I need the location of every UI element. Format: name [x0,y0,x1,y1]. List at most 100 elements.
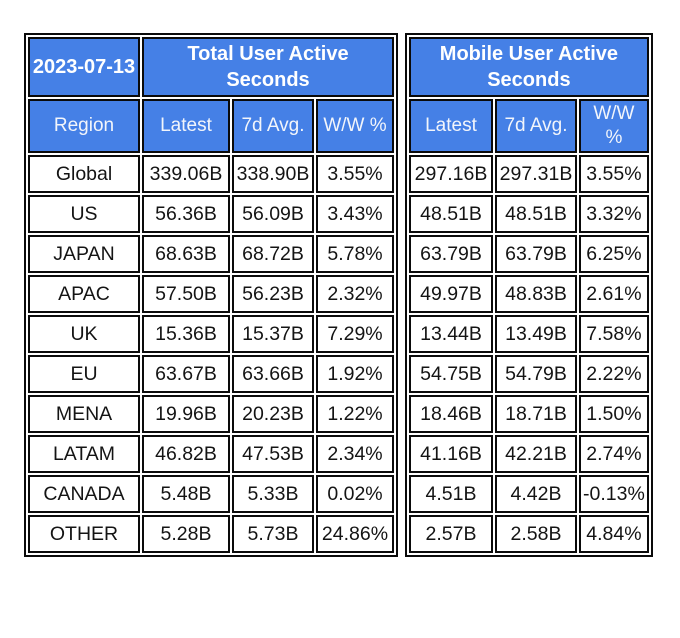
value-cell: 56.36B [142,195,230,233]
value-cell: 15.36B [142,315,230,353]
report-date: 2023-07-13 [28,37,140,97]
table-row: 297.16B 297.31B 3.55% [409,155,649,193]
value-cell: 46.82B [142,435,230,473]
value-cell: 1.50% [579,395,649,433]
table-row: EU 63.67B 63.66B 1.92% [28,355,394,393]
total-ww-header: W/W % [316,99,394,153]
value-cell: 5.28B [142,515,230,553]
value-cell: 47.53B [232,435,314,473]
value-cell: 5.48B [142,475,230,513]
table-row: MENA 19.96B 20.23B 1.22% [28,395,394,433]
group-header-total: Total User Active Seconds [142,37,394,97]
table-row: Global 339.06B 338.90B 3.55% [28,155,394,193]
total-latest-header: Latest [142,99,230,153]
region-column-header: Region [28,99,140,153]
value-cell: 68.63B [142,235,230,273]
region-cell: LATAM [28,435,140,473]
table-row: LATAM 46.82B 47.53B 2.34% [28,435,394,473]
value-cell: 4.51B [409,475,493,513]
value-cell: 2.32% [316,275,394,313]
table-row: CANADA 5.48B 5.33B 0.02% [28,475,394,513]
table-row: 18.46B 18.71B 1.50% [409,395,649,433]
table-row: OTHER 5.28B 5.73B 24.86% [28,515,394,553]
total-7d-avg-header: 7d Avg. [232,99,314,153]
table-row: 63.79B 63.79B 6.25% [409,235,649,273]
region-cell: MENA [28,395,140,433]
value-cell: 0.02% [316,475,394,513]
value-cell: 54.79B [495,355,577,393]
table-row: 48.51B 48.51B 3.32% [409,195,649,233]
value-cell: 42.21B [495,435,577,473]
value-cell: 63.67B [142,355,230,393]
value-cell: 4.42B [495,475,577,513]
region-cell: Global [28,155,140,193]
mobile-active-seconds-table: Mobile User Active Seconds Latest 7d Avg… [405,33,653,557]
value-cell: 18.46B [409,395,493,433]
column-header-row: Latest 7d Avg. W/W % [409,99,649,153]
table-row: 4.51B 4.42B -0.13% [409,475,649,513]
value-cell: 5.73B [232,515,314,553]
value-cell: 7.29% [316,315,394,353]
value-cell: 7.58% [579,315,649,353]
table-row: US 56.36B 56.09B 3.43% [28,195,394,233]
value-cell: 5.33B [232,475,314,513]
value-cell: 56.09B [232,195,314,233]
region-cell: JAPAN [28,235,140,273]
value-cell: 54.75B [409,355,493,393]
mobile-7d-avg-header: 7d Avg. [495,99,577,153]
value-cell: 3.55% [316,155,394,193]
group-header-row: Mobile User Active Seconds [409,37,649,97]
region-cell: EU [28,355,140,393]
table-row: 54.75B 54.79B 2.22% [409,355,649,393]
value-cell: 2.57B [409,515,493,553]
value-cell: 13.49B [495,315,577,353]
value-cell: 2.74% [579,435,649,473]
group-header-mobile: Mobile User Active Seconds [409,37,649,97]
region-cell: UK [28,315,140,353]
region-cell: APAC [28,275,140,313]
table-row: UK 15.36B 15.37B 7.29% [28,315,394,353]
table-row: 49.97B 48.83B 2.61% [409,275,649,313]
value-cell: 63.79B [409,235,493,273]
value-cell: 5.78% [316,235,394,273]
mobile-latest-header: Latest [409,99,493,153]
value-cell: 48.51B [495,195,577,233]
value-cell: 6.25% [579,235,649,273]
group-header-row: 2023-07-13 Total User Active Seconds [28,37,394,97]
table-row: APAC 57.50B 56.23B 2.32% [28,275,394,313]
column-header-row: Region Latest 7d Avg. W/W % [28,99,394,153]
value-cell: 2.61% [579,275,649,313]
value-cell: 339.06B [142,155,230,193]
value-cell: 24.86% [316,515,394,553]
value-cell: 57.50B [142,275,230,313]
region-cell: CANADA [28,475,140,513]
value-cell: 338.90B [232,155,314,193]
total-active-seconds-table: 2023-07-13 Total User Active Seconds Reg… [24,33,398,557]
table-row: 41.16B 42.21B 2.74% [409,435,649,473]
value-cell: 49.97B [409,275,493,313]
value-cell: 15.37B [232,315,314,353]
value-cell: 2.58B [495,515,577,553]
value-cell: 3.43% [316,195,394,233]
mobile-ww-header: W/W % [579,99,649,153]
table-row: 13.44B 13.49B 7.58% [409,315,649,353]
value-cell: 3.32% [579,195,649,233]
value-cell: 1.92% [316,355,394,393]
value-cell: 19.96B [142,395,230,433]
value-cell: 297.31B [495,155,577,193]
value-cell: 41.16B [409,435,493,473]
value-cell: 63.66B [232,355,314,393]
value-cell: 63.79B [495,235,577,273]
value-cell: 68.72B [232,235,314,273]
value-cell: 2.34% [316,435,394,473]
value-cell: 48.51B [409,195,493,233]
value-cell: 3.55% [579,155,649,193]
value-cell: 20.23B [232,395,314,433]
value-cell: 48.83B [495,275,577,313]
value-cell: 297.16B [409,155,493,193]
value-cell: 18.71B [495,395,577,433]
table-row: 2.57B 2.58B 4.84% [409,515,649,553]
value-cell: -0.13% [579,475,649,513]
value-cell: 1.22% [316,395,394,433]
